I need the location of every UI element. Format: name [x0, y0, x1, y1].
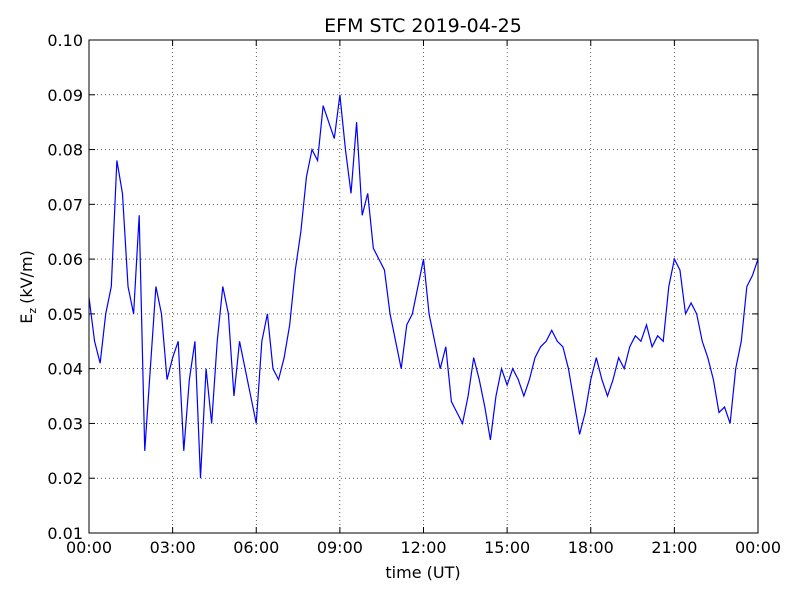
x-tick-label: 03:00	[150, 538, 196, 557]
x-tick-label: 15:00	[484, 538, 530, 557]
y-tick-label: 0.03	[47, 414, 83, 433]
y-tick-label: 0.07	[47, 195, 83, 214]
data-line	[88, 94, 759, 479]
y-label-unit: (kV/m)	[17, 250, 36, 304]
y-tick-label: 0.04	[47, 360, 83, 379]
x-tick-label: 00:00	[66, 538, 112, 557]
y-axis-label: Ez (kV/m)	[17, 250, 39, 324]
x-tick-label: 21:00	[651, 538, 697, 557]
chart-title: EFM STC 2019-04-25	[324, 15, 522, 37]
y-label-base: E	[17, 314, 36, 324]
x-tick-label: 18:00	[568, 538, 614, 557]
y-tick-label: 0.02	[47, 469, 83, 488]
x-tick-label: 12:00	[400, 538, 446, 557]
y-tick-label: 0.10	[47, 31, 83, 50]
plot-frame	[88, 39, 759, 534]
x-axis-label: time (UT)	[385, 563, 460, 582]
y-tick-label: 0.08	[47, 141, 83, 160]
y-tick-label: 0.01	[47, 524, 83, 543]
y-label-sub: z	[26, 308, 39, 314]
x-tick-label: 09:00	[317, 538, 363, 557]
x-tick-label: 06:00	[233, 538, 279, 557]
y-tick-label: 0.05	[47, 305, 83, 324]
x-tick-label: 00:00	[735, 538, 781, 557]
y-tick-label: 0.06	[47, 250, 83, 269]
y-tick-label: 0.09	[47, 86, 83, 105]
